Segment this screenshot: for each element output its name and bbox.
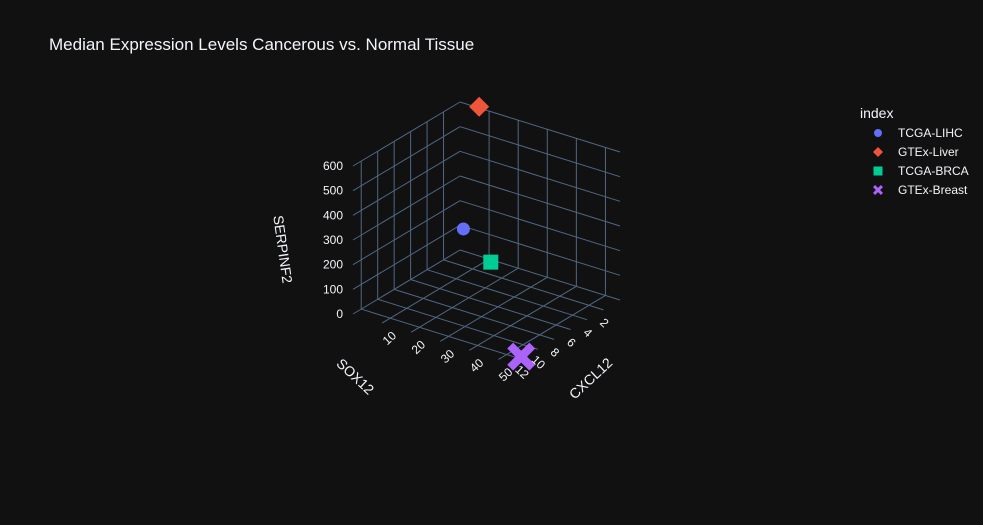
grid-line-y-floor: [361, 308, 522, 360]
legend-label-tcga-brca: TCGA-BRCA: [898, 164, 969, 178]
grid-line-z-wall-xz: [459, 150, 621, 202]
legend-item-gtex-liver[interactable]: GTEx-Liver: [873, 145, 959, 159]
data-point-tcga-lihc: [456, 222, 470, 236]
z-tick-label: 0: [336, 307, 343, 321]
grid-lines: [352, 101, 621, 360]
legend-title: index: [860, 105, 893, 121]
legend-symbol-gtex-breast: [873, 185, 883, 195]
grid-line-x-floor: [410, 267, 519, 333]
grid-line-z-wall-yz: [352, 175, 461, 241]
grid-line-z-wall-yz: [352, 249, 461, 315]
z-tick-label: 500: [323, 184, 343, 198]
chart-title: Median Expression Levels Cancerous vs. N…: [49, 35, 474, 54]
z-tick-label: 100: [323, 282, 343, 296]
legend-label-gtex-breast: GTEx-Breast: [898, 183, 968, 197]
data-markers: [456, 96, 536, 371]
y-axis-title: SOX12: [333, 355, 377, 398]
y-tick-label: 2: [597, 316, 612, 331]
grid-line-z-wall-xz: [459, 126, 621, 178]
z-tick-label: 200: [323, 258, 343, 272]
y-tick-label: 6: [564, 335, 579, 350]
y-tick-label: 8: [548, 345, 563, 360]
data-point-tcga-brca: [483, 254, 499, 270]
legend-symbol-tcga-brca: [873, 166, 883, 176]
legend-label-gtex-liver: GTEx-Liver: [898, 145, 959, 159]
grid-line-y-floor: [410, 279, 571, 331]
grid-line-z-wall-xz: [459, 224, 621, 276]
data-point-gtex-breast: [507, 342, 536, 371]
grid-line-z-wall-yz: [352, 200, 461, 266]
x-tick-label: 30: [438, 346, 458, 366]
grid-line-y-floor: [443, 259, 604, 311]
y-tick-label: 4: [581, 325, 596, 340]
grid-line-z-wall-yz: [352, 150, 461, 216]
x-axis-title: CXCL12: [566, 354, 616, 402]
x-tick-label: 20: [409, 337, 429, 357]
grid-line-y-floor: [377, 298, 538, 350]
grid-line-z-wall-yz: [352, 224, 461, 290]
grid-line-z-wall-xz: [459, 101, 621, 153]
z-tick-label: 300: [323, 233, 343, 247]
z-tick-label: 600: [323, 159, 343, 173]
z-axis-title: SERPINF2: [270, 214, 295, 284]
legend-item-tcga-brca[interactable]: TCGA-BRCA: [873, 164, 969, 178]
grid-line-x-floor: [469, 285, 577, 351]
legend-item-tcga-lihc[interactable]: TCGA-LIHC: [874, 126, 963, 140]
legend[interactable]: index TCGA-LIHC GTEx-Liver TCGA-BRCA GTEx-B…: [860, 105, 969, 197]
legend-item-gtex-breast[interactable]: GTEx-Breast: [873, 183, 968, 197]
legend-symbol-tcga-lihc: [874, 129, 882, 137]
data-point-gtex-liver: [469, 96, 490, 117]
x-tick-label: 10: [380, 328, 400, 348]
grid-line-x-floor: [440, 276, 548, 342]
grid-line-y-floor: [426, 269, 588, 321]
grid-line-x-floor: [381, 258, 490, 324]
legend-symbol-gtex-liver: [873, 147, 883, 157]
grid-line-z-wall-xz: [459, 175, 621, 227]
legend-label-tcga-lihc: TCGA-LIHC: [898, 126, 963, 140]
grid-line-z-wall-yz: [352, 101, 461, 167]
z-tick-label: 400: [323, 208, 343, 222]
grid-line-z-wall-yz: [352, 126, 461, 192]
grid-line-z-wall-xz: [459, 200, 621, 252]
grid-line-y-floor: [394, 288, 555, 340]
x-tick-label: 40: [467, 356, 487, 376]
